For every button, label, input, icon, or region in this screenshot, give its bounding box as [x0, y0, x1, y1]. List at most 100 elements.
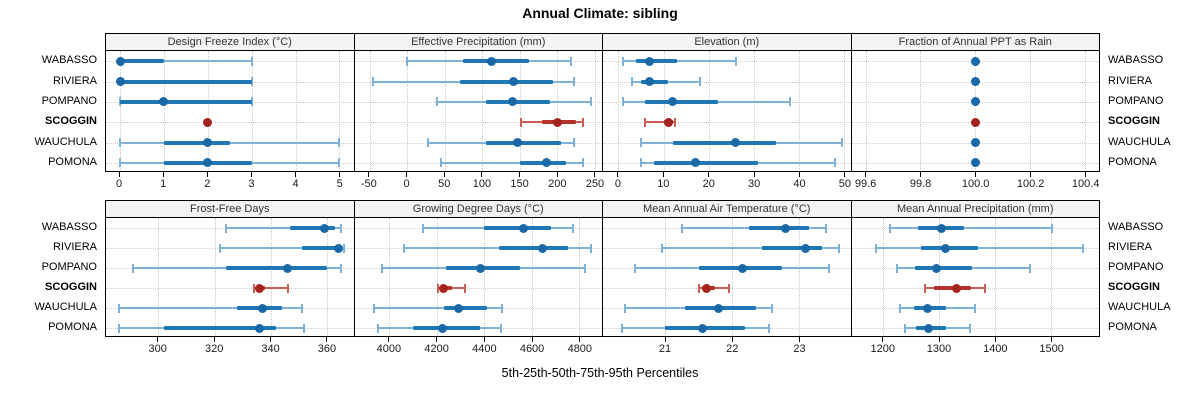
- cap-5th: [630, 77, 633, 86]
- box-25th-75th: [485, 140, 561, 145]
- gridline: [214, 218, 216, 336]
- median-dot: [970, 117, 980, 127]
- cap-95th: [767, 323, 770, 333]
- whisker-5th-95th: [889, 227, 1052, 229]
- axis-tick-label: 99.6: [854, 178, 877, 190]
- panel-header-title: Mean Annual Air Temperature (°C): [603, 201, 851, 218]
- median-dot: [970, 138, 980, 147]
- box-25th-75th: [748, 226, 809, 230]
- median-dot: [731, 138, 741, 147]
- panel-header-title: Fraction of Annual PPT as Rain: [851, 34, 1099, 51]
- box-25th-75th: [459, 79, 554, 84]
- cap-5th: [898, 303, 901, 313]
- panel-plot-area: [354, 51, 602, 171]
- cap-95th: [572, 138, 575, 147]
- axis-tick: [617, 172, 619, 177]
- site-label-scoggin: SCOGGIN: [45, 115, 97, 128]
- axis-tick: [662, 172, 664, 177]
- axis-tick-label: 4: [292, 178, 299, 190]
- axis-tick-label: 4000: [376, 343, 402, 355]
- cap-5th: [119, 158, 122, 168]
- axis-tick-label: 0: [403, 178, 410, 190]
- gridline: [1050, 218, 1052, 336]
- site-label-pomona: POMONA: [1108, 321, 1157, 333]
- panel-mean-annual-precipitation-mm-: Mean Annual Precipitation (mm): [850, 200, 1100, 337]
- box-25th-75th: [444, 306, 487, 310]
- box-25th-75th: [120, 79, 252, 84]
- axis-tick: [753, 172, 755, 177]
- axis-tick: [157, 337, 159, 342]
- gridline: [444, 51, 446, 171]
- axis-tick-label: 4400: [472, 343, 497, 355]
- box-25th-75th: [301, 246, 341, 250]
- axis-tick: [708, 172, 710, 177]
- median-dot: [254, 323, 264, 333]
- axis-panel: 99.6 99.8 100.0 100.2 100.4: [851, 172, 1100, 196]
- cap-95th: [250, 97, 253, 107]
- median-dot: [931, 263, 941, 273]
- axis-tick: [118, 172, 120, 177]
- cap-5th: [421, 223, 424, 233]
- axis-tick: [326, 337, 328, 342]
- median-dot: [283, 263, 293, 273]
- axis-tick: [531, 337, 533, 342]
- axis-tick: [882, 337, 884, 342]
- axis-tick-label: 0: [614, 178, 621, 190]
- median-dot: [702, 283, 712, 293]
- cap-95th: [500, 323, 503, 333]
- axis-tick-label: 21: [658, 343, 672, 355]
- cap-95th: [828, 263, 831, 273]
- median-dot: [333, 243, 343, 253]
- cap-5th: [381, 263, 384, 273]
- site-labels-inner: WABASSO RIVIERA POMPANO SCOGGIN WAUCHULA POMO…: [0, 50, 105, 172]
- axis-row-1: 0 1 2 3 4 5 -50 0 50 100 150 200 250 0 10 20 30 40 50 99.6 9…: [0, 172, 1200, 196]
- cap-5th: [875, 243, 878, 253]
- box-25th-75th: [762, 246, 823, 250]
- cap-5th: [520, 117, 522, 127]
- median-dot: [542, 158, 551, 168]
- gridline: [865, 51, 867, 171]
- axis-tick: [339, 172, 341, 177]
- median-dot: [159, 97, 169, 107]
- box-25th-75th: [485, 99, 550, 104]
- site-label-wabasso: WABASSO: [41, 221, 97, 233]
- axis-tick-label: 1: [160, 178, 167, 190]
- gridline: [436, 218, 438, 336]
- box-25th-75th: [120, 99, 252, 104]
- axis-tick-label: 4600: [519, 343, 545, 355]
- box-25th-75th: [163, 140, 230, 145]
- gridline: [1030, 51, 1031, 171]
- median-dot: [487, 56, 497, 66]
- gridline: [369, 51, 371, 171]
- site-label-scoggin: SCOGGIN: [1108, 115, 1160, 128]
- cap-5th: [697, 283, 700, 293]
- axis-tick-label: 320: [204, 343, 224, 355]
- cap-95th: [338, 138, 341, 147]
- cap-5th: [406, 56, 408, 66]
- site-label-riviera: RIVIERA: [52, 241, 97, 253]
- whisker-5th-95th: [253, 287, 288, 289]
- median-dot: [257, 303, 267, 313]
- cap-95th: [572, 223, 575, 233]
- site-label-pomona: POMONA: [48, 321, 97, 333]
- median-dot: [923, 303, 933, 313]
- box-25th-75th: [164, 326, 277, 330]
- median-dot: [924, 323, 934, 333]
- axis-tick: [865, 172, 867, 177]
- axis-spacer-left: [0, 337, 105, 361]
- axis-spacer-right: [1100, 172, 1200, 196]
- median-dot: [509, 77, 518, 86]
- axis-tick-label: 100.4: [1071, 178, 1100, 190]
- median-dot: [970, 158, 980, 168]
- gridline: [158, 218, 160, 336]
- cap-95th: [590, 243, 593, 253]
- gridline: [732, 218, 734, 336]
- axis-tick: [731, 337, 733, 342]
- site-labels-inner: WABASSO RIVIERA POMPANO SCOGGIN WAUCHULA POMO…: [0, 217, 105, 337]
- cap-95th: [569, 56, 572, 66]
- cap-5th: [621, 97, 624, 107]
- site-label-wabasso: WABASSO: [1108, 54, 1164, 67]
- median-dot: [737, 263, 747, 273]
- whisker-5th-95th: [120, 60, 252, 63]
- site-label-riviera: RIVIERA: [1108, 74, 1153, 87]
